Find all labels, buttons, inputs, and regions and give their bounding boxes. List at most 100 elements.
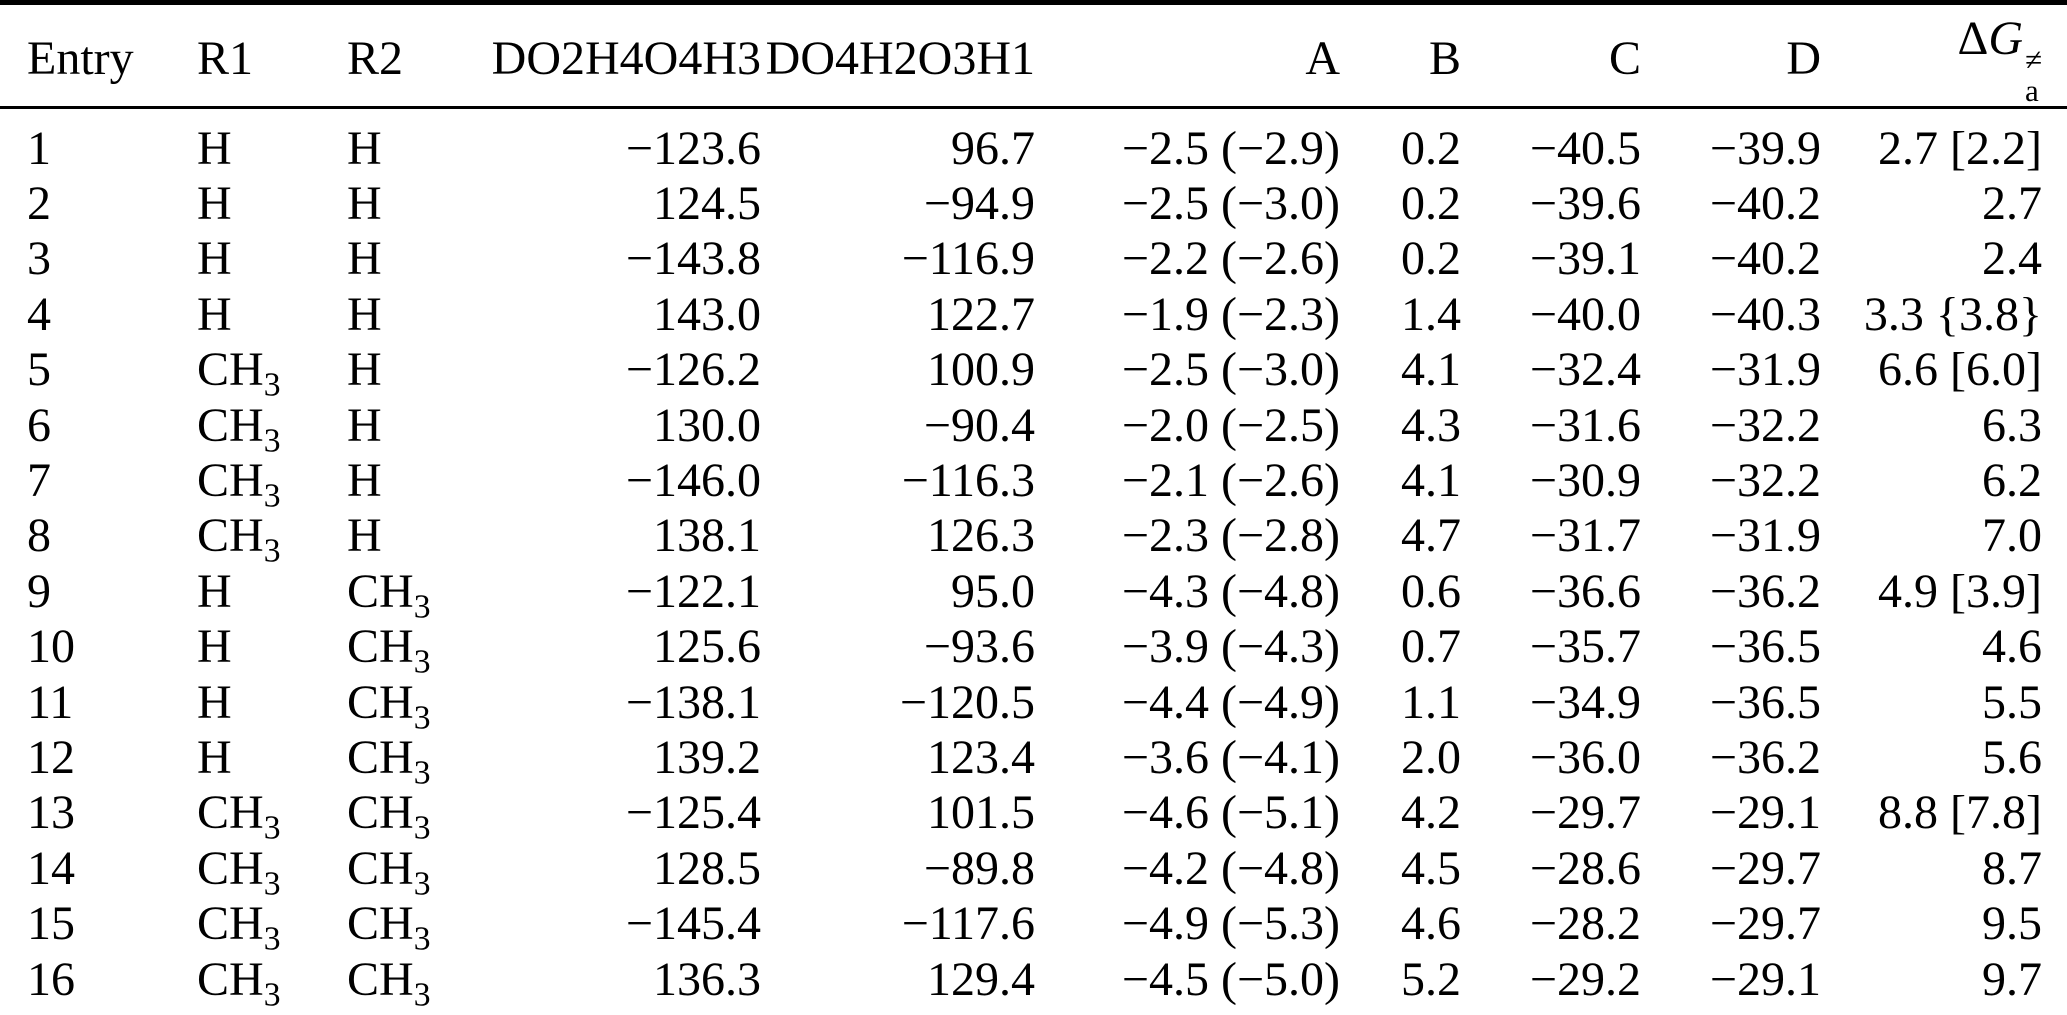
cell-c: −39.6 bbox=[1461, 176, 1641, 231]
cell-entry: 12 bbox=[0, 730, 197, 785]
cell-value: CH3 bbox=[197, 786, 281, 847]
cell-value: 13 bbox=[27, 786, 75, 840]
cell-r1: H bbox=[197, 231, 347, 286]
cell-dga: 9.7 bbox=[1821, 951, 2067, 1015]
cell-r2: CH3 bbox=[347, 564, 472, 624]
cell-value: 4.9 [3.9] bbox=[1878, 564, 2042, 618]
cell-c: −40.0 bbox=[1461, 287, 1641, 342]
cell-value: 4.6 bbox=[1982, 620, 2042, 674]
cell-dga: 5.6 bbox=[1821, 730, 2067, 785]
cell-entry: 1 bbox=[0, 107, 197, 176]
cell-value: CH3 bbox=[197, 841, 281, 903]
cell-b: 0.2 bbox=[1340, 107, 1461, 176]
cell-d: −36.2 bbox=[1641, 730, 1821, 785]
cell-value: −143.8 bbox=[625, 232, 761, 286]
cell-b: 1.4 bbox=[1340, 287, 1461, 342]
cell-entry: 10 bbox=[0, 619, 197, 674]
cell-value: 2.7 [2.2] bbox=[1878, 121, 2042, 175]
cell-entry: 3 bbox=[0, 231, 197, 286]
cell-value: 1.1 bbox=[1401, 675, 1461, 729]
cell-value: 4.2 bbox=[1401, 786, 1461, 840]
formula-subscript: 3 bbox=[263, 422, 281, 460]
cell-value: 2.0 bbox=[1401, 730, 1461, 784]
cell-do4h2o3h1: 100.9 bbox=[761, 342, 1035, 397]
cell-value: −31.7 bbox=[1529, 509, 1641, 563]
cell-c: −31.7 bbox=[1461, 508, 1641, 563]
cell-entry: 15 bbox=[0, 896, 197, 951]
cell-r1: H bbox=[197, 564, 347, 619]
cell-value: −2.0 (−2.5) bbox=[1121, 398, 1340, 452]
cell-b: 0.2 bbox=[1340, 176, 1461, 231]
cell-value: −28.6 bbox=[1529, 841, 1641, 895]
cell-value: H bbox=[197, 177, 232, 231]
cell-value: 100.9 bbox=[927, 343, 1035, 397]
cell-value: CH3 bbox=[197, 398, 281, 460]
table-row: 8 CH3 H 138.1 126.3 −2.3 (−2.8) 4.7 −31.7 −31.9 7… bbox=[0, 508, 2067, 568]
cell-a: −4.6 (−5.1) bbox=[1035, 785, 1340, 840]
cell-value: −2.2 (−2.6) bbox=[1121, 232, 1340, 286]
cell-value: 128.5 bbox=[653, 841, 761, 895]
cell-value: −2.3 (−2.8) bbox=[1121, 509, 1340, 563]
cell-d: −31.9 bbox=[1641, 342, 1821, 397]
cell-do2h4o4h3: 130.0 bbox=[472, 397, 761, 452]
cell-value: H bbox=[347, 232, 382, 286]
cell-r2: CH3 bbox=[347, 841, 472, 901]
cell-a: −2.5 (−3.0) bbox=[1035, 176, 1340, 231]
cell-r2: H bbox=[347, 176, 472, 231]
header-label: Entry bbox=[27, 31, 134, 85]
cell-value: 10 bbox=[27, 620, 75, 674]
cell-dga: 8.8 [7.8] bbox=[1821, 785, 2067, 840]
cell-value: 5.2 bbox=[1401, 952, 1461, 1006]
cell-value: −93.6 bbox=[923, 620, 1035, 674]
cell-value: −120.5 bbox=[899, 675, 1035, 729]
cell-value: 124.5 bbox=[653, 177, 761, 231]
cell-c: −34.9 bbox=[1461, 674, 1641, 729]
cell-c: −35.7 bbox=[1461, 619, 1641, 674]
a-subscript: a bbox=[2024, 72, 2039, 108]
cell-d: −29.1 bbox=[1641, 785, 1821, 840]
cell-value: 0.2 bbox=[1401, 121, 1461, 175]
cell-value: −4.9 (−5.3) bbox=[1121, 897, 1340, 951]
cell-c: −29.2 bbox=[1461, 951, 1641, 1015]
cell-b: 4.3 bbox=[1340, 397, 1461, 452]
cell-entry: 5 bbox=[0, 342, 197, 397]
table-row: 15 CH3 CH3 −145.4 −117.6 −4.9 (−5.3) 4.6 −28.2 −… bbox=[0, 896, 2067, 958]
cell-value: −28.2 bbox=[1529, 897, 1641, 951]
table-row: 7 CH3 H −146.0 −116.3 −2.1 (−2.6) 4.1 −30.9 −32.… bbox=[0, 453, 2067, 513]
delta-symbol: Δ bbox=[1957, 12, 1989, 65]
cell-c: −40.5 bbox=[1461, 107, 1641, 176]
cell-d: −29.7 bbox=[1641, 841, 1821, 896]
cell-value: −138.1 bbox=[625, 675, 761, 729]
cell-a: −4.3 (−4.8) bbox=[1035, 564, 1340, 619]
cell-c: −36.0 bbox=[1461, 730, 1641, 785]
cell-value: H bbox=[347, 398, 382, 452]
cell-value: H bbox=[197, 730, 232, 784]
cell-value: −2.1 (−2.6) bbox=[1121, 454, 1340, 508]
cell-do2h4o4h3: −146.0 bbox=[472, 453, 761, 508]
cell-value: −125.4 bbox=[625, 786, 761, 840]
cell-value: CH3 bbox=[347, 952, 431, 1014]
cell-value: H bbox=[347, 509, 382, 563]
cell-d: −29.7 bbox=[1641, 896, 1821, 951]
not-equal-superscript: ≠ bbox=[2024, 41, 2042, 77]
cell-do4h2o3h1: 126.3 bbox=[761, 508, 1035, 563]
cell-a: −4.5 (−5.0) bbox=[1035, 951, 1340, 1015]
cell-a: −2.3 (−2.8) bbox=[1035, 508, 1340, 563]
cell-b: 4.7 bbox=[1340, 508, 1461, 563]
cell-dga: 6.3 bbox=[1821, 397, 2067, 452]
cell-value: −36.2 bbox=[1709, 564, 1821, 618]
cell-value: −32.2 bbox=[1709, 398, 1821, 452]
cell-value: −40.5 bbox=[1529, 121, 1641, 175]
formula-subscript: 3 bbox=[413, 643, 431, 681]
cell-r2: CH3 bbox=[347, 785, 472, 845]
cell-value: 125.6 bbox=[653, 620, 761, 674]
cell-value: CH3 bbox=[347, 897, 431, 958]
cell-value: 122.7 bbox=[927, 287, 1035, 341]
formula-subscript: 3 bbox=[263, 366, 281, 404]
table-body: 1 H H −123.6 96.7 −2.5 (−2.9) 0.2 −40.5 −39.9 2.7… bbox=[0, 107, 2067, 1015]
column-header-r1: R1 bbox=[197, 5, 347, 109]
cell-value: 123.4 bbox=[927, 730, 1035, 784]
cell-value: 96.7 bbox=[951, 121, 1035, 175]
cell-r1: H bbox=[197, 619, 347, 674]
cell-d: −29.1 bbox=[1641, 951, 1821, 1015]
